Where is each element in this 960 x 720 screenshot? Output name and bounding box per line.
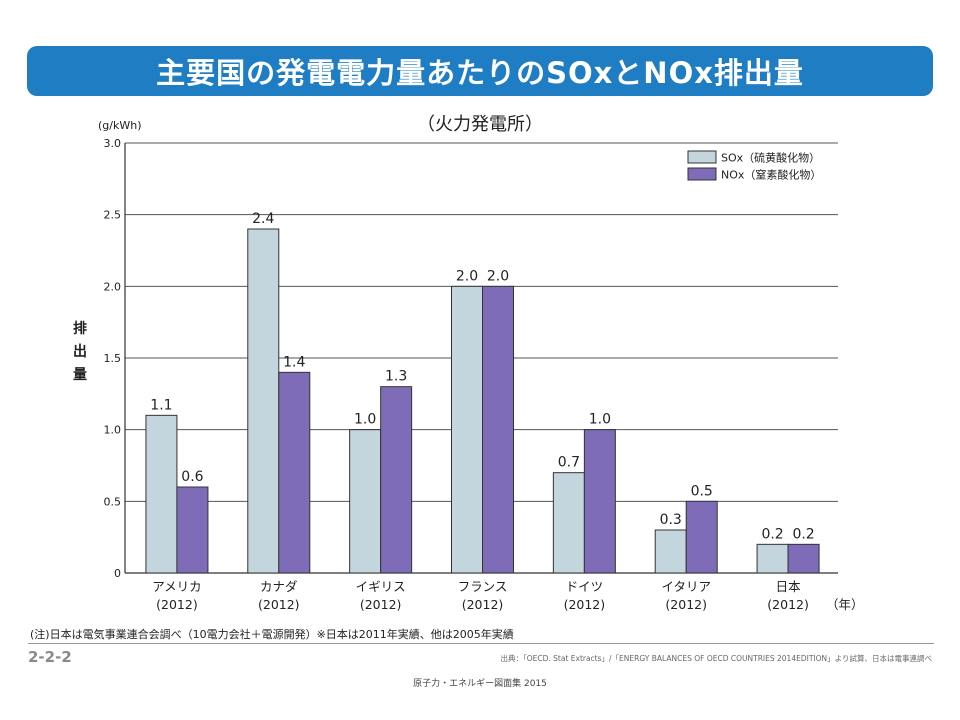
x-tick-label: 日本 <box>776 579 802 594</box>
legend-swatch <box>687 167 717 181</box>
x-tick-year: (2012) <box>767 597 809 612</box>
x-tick-label: アメリカ <box>152 579 201 594</box>
book-title: 原子力・エネルギー図面集 2015 <box>413 679 547 689</box>
bar-chart: 0 0.5 1.0 1.5 2.0 2.5 3.0 (g/kWh) 排出量 1.1 0.6 アメリカ (… <box>73 119 864 612</box>
bar-nox <box>583 429 616 574</box>
x-tick-year: (2012) <box>462 597 504 612</box>
x-tick-year: (2012) <box>564 597 606 612</box>
legend-swatch <box>687 150 717 164</box>
legend-label: NOx（窒素酸化物） <box>721 168 821 182</box>
x-tick-label: イタリア <box>661 579 711 594</box>
y-tick-label: 1.0 <box>104 424 122 437</box>
bar-nox <box>482 285 514 574</box>
bar-nox <box>278 371 311 574</box>
x-tick-year: (2012) <box>156 597 198 612</box>
bar-nox <box>787 543 820 574</box>
x-tick-label: フランス <box>458 579 508 594</box>
bar-sox <box>756 543 789 574</box>
data-label: 0.6 <box>181 469 203 485</box>
bar-nox <box>176 486 209 574</box>
bar-sox <box>451 285 483 574</box>
y-tick-label: 3.0 <box>104 137 122 150</box>
data-label: 0.2 <box>761 526 783 542</box>
bar-sox <box>349 429 382 574</box>
page-code: 2-2-2 <box>28 648 72 666</box>
y-tick-label: 2.5 <box>104 209 122 222</box>
page-title: 主要国の発電電力量あたりのSOxとNOx排出量 <box>156 56 804 90</box>
bar-sox <box>654 529 687 574</box>
data-label: 1.0 <box>354 412 376 428</box>
data-label: 1.4 <box>283 354 305 370</box>
data-label: 1.0 <box>589 412 611 428</box>
x-tick-label: ドイツ <box>566 579 604 594</box>
legend-label: SOx（硫黄酸化物） <box>721 151 820 165</box>
footnote: (注)日本は電気事業連合会調べ（10電力会社＋電源開発）※日本は2011年実績、… <box>30 628 514 641</box>
y-tick-label: 1.5 <box>104 352 122 365</box>
y-axis-label: 排出量 <box>73 320 87 383</box>
data-label: 2.4 <box>252 211 274 227</box>
x-tick-year: (2012) <box>258 597 300 612</box>
data-label: 0.5 <box>691 483 713 499</box>
y-unit-label: (g/kWh) <box>98 119 142 132</box>
title-banner: 主要国の発電電力量あたりのSOxとNOx排出量 <box>27 46 933 96</box>
data-label: 2.0 <box>487 268 509 284</box>
x-unit-label: （年） <box>826 597 864 612</box>
x-tick-year: (2012) <box>360 597 402 612</box>
source-credit: 出典：「OECD. Stat Extracts」/「ENERGY BALANCE… <box>500 654 932 663</box>
bar-sox <box>145 414 178 574</box>
bar-sox <box>552 472 585 574</box>
bar-sox <box>247 228 280 574</box>
data-label: 2.0 <box>456 268 478 284</box>
bar-nox <box>380 386 413 574</box>
data-label: 1.3 <box>385 369 407 385</box>
y-tick-label: 2.0 <box>104 280 122 293</box>
x-tick-year: (2012) <box>665 597 707 612</box>
x-tick-label: カナダ <box>260 579 298 594</box>
x-tick-label: イギリス <box>356 579 406 594</box>
y-tick-label: 0.5 <box>104 495 122 508</box>
data-label: 0.7 <box>558 455 580 471</box>
footer-divider <box>28 643 934 644</box>
y-tick-label: 0 <box>114 567 121 580</box>
data-label: 1.1 <box>150 397 172 413</box>
data-label: 0.2 <box>792 526 814 542</box>
data-label: 0.3 <box>660 512 682 528</box>
bar-nox <box>685 500 718 574</box>
chart-subtitle: （火力発電所） <box>417 114 543 135</box>
